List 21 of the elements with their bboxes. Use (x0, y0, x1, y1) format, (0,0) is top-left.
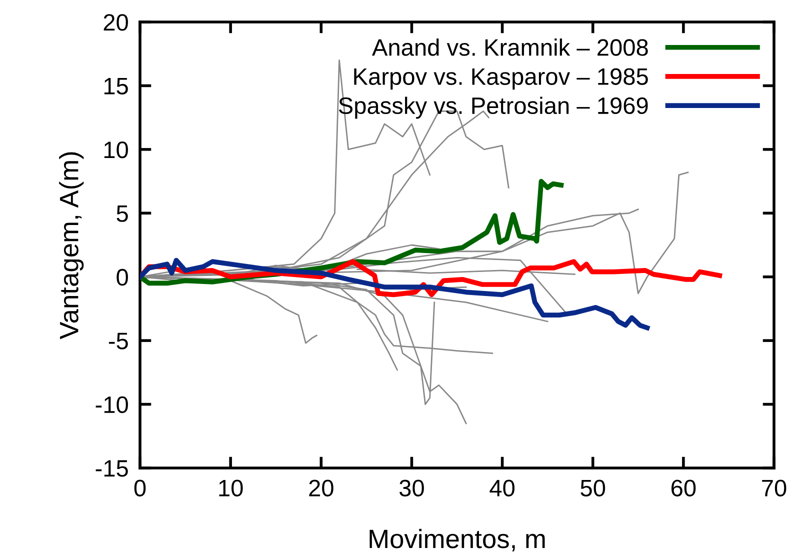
y-tick-label: 10 (104, 141, 128, 158)
x-tick-label: 60 (672, 480, 696, 496)
x-tick-label: 20 (309, 480, 334, 496)
x-tick-label: 0 (134, 480, 146, 496)
legend-label: Karpov vs. Kasparov – 1985 (354, 68, 648, 90)
x-tick-label: 50 (580, 480, 606, 496)
y-tick-label: -10 (96, 396, 128, 414)
legend-label: Spassky vs. Petrosian – 1969 (338, 96, 648, 119)
x-tick-label: 10 (219, 480, 243, 496)
y-axis-title: Vantagem, A(m) (59, 152, 84, 340)
y-tick-label: 15 (104, 78, 128, 94)
legend-label: Anand vs. Kramnik – 2008 (372, 38, 648, 56)
y-tick-label: 0 (116, 268, 128, 286)
x-tick-label: 40 (490, 480, 514, 496)
x-axis-title: Movimentos, m (370, 528, 545, 552)
y-tick-label: 20 (104, 14, 128, 31)
x-tick-label: 70 (762, 480, 786, 496)
x-tick-label: 30 (399, 480, 424, 496)
y-tick-label: 5 (116, 205, 128, 222)
y-tick-label: -15 (96, 460, 128, 477)
y-tick-label: -5 (108, 332, 128, 350)
